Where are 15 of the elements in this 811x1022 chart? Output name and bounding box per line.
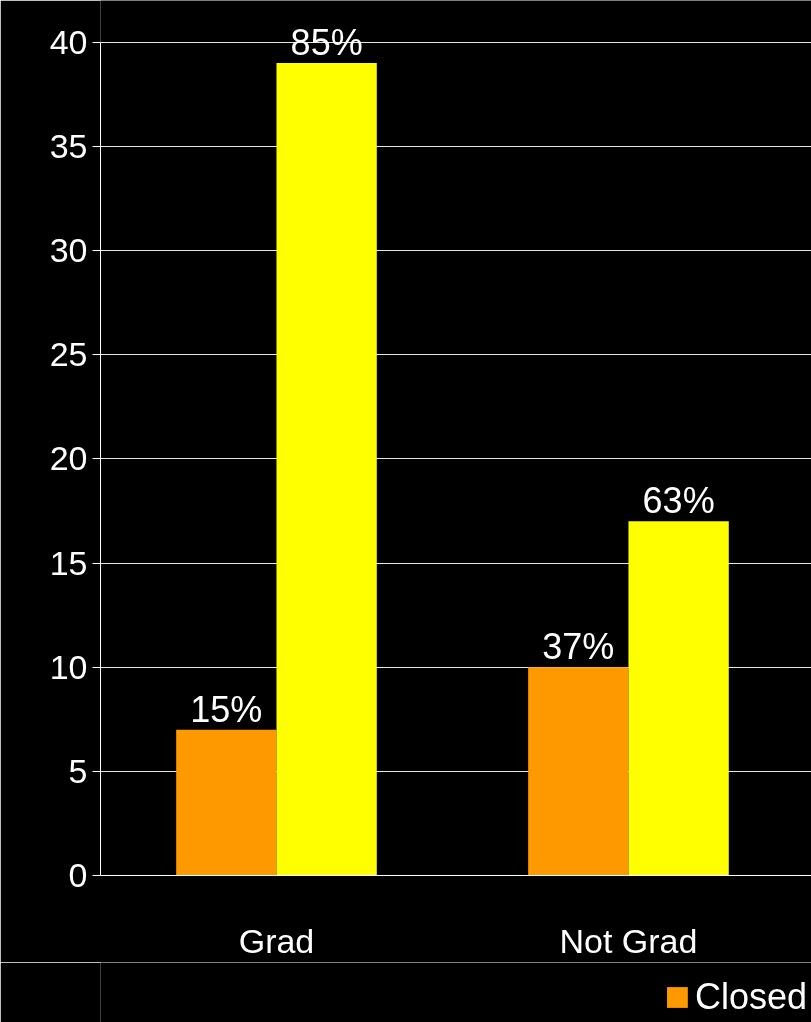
y-tick-label: 15 <box>49 543 88 582</box>
y-tick-label: 5 <box>68 751 88 790</box>
y-tick-label: 10 <box>49 647 88 686</box>
annotation: 15% <box>190 688 263 730</box>
y-tick-label: 25 <box>49 335 88 374</box>
x-tick-label: Not Grad <box>559 921 698 960</box>
legend-label: Closed <box>694 976 807 1018</box>
y-tick-label: 35 <box>49 126 88 165</box>
y-tick-label: 40 <box>49 22 88 61</box>
y-tick-label: 0 <box>68 856 88 894</box>
annotation: 37% <box>542 626 615 668</box>
x-tick-label: Grad <box>238 921 315 960</box>
y-tick-label: 20 <box>49 439 88 478</box>
annotation: 63% <box>642 480 715 522</box>
y-tick-label: 30 <box>49 231 88 269</box>
